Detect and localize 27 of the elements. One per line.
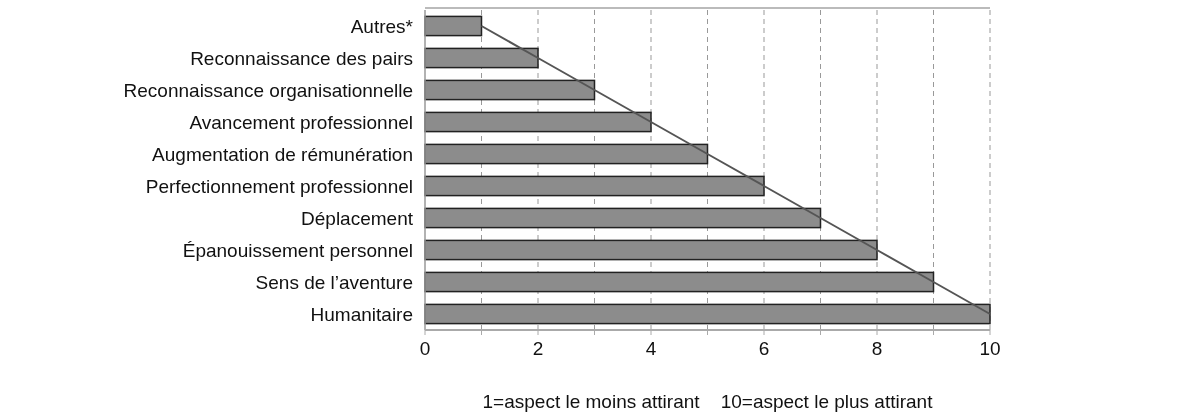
y-tick-label: Augmentation de rémunération	[152, 143, 413, 165]
x-axis-title: 1=aspect le moins attirant 10=aspect le plus attirant	[482, 391, 934, 412]
y-tick-label: Autres*	[350, 15, 414, 37]
x-tick-label: 2	[532, 338, 544, 359]
x-tick-label: 0	[419, 338, 431, 359]
x-tick-label: 8	[871, 338, 883, 359]
bar	[424, 207, 822, 229]
bar	[424, 271, 935, 293]
bar	[424, 111, 652, 133]
y-tick-label: Avancement professionnel	[189, 111, 413, 133]
y-tick-label: Reconnaissance des pairs	[190, 47, 413, 69]
x-tick-label: 4	[645, 338, 657, 359]
x-tick-label: 10	[979, 338, 1001, 359]
bar	[424, 303, 991, 325]
bar	[424, 47, 539, 69]
x-tick-label: 6	[758, 338, 770, 359]
y-tick-label: Reconnaissance organisationnelle	[123, 79, 413, 101]
bar	[424, 79, 596, 101]
bar	[424, 15, 483, 37]
bar	[424, 143, 709, 165]
y-tick-label: Humanitaire	[310, 303, 413, 325]
bar	[424, 175, 765, 197]
y-tick-label: Épanouissement personnel	[182, 239, 413, 261]
y-tick-label: Perfectionnement professionnel	[145, 175, 413, 197]
y-tick-label: Sens de l’aventure	[255, 271, 413, 293]
y-tick-label: Déplacement	[301, 207, 414, 229]
bar	[424, 239, 878, 261]
